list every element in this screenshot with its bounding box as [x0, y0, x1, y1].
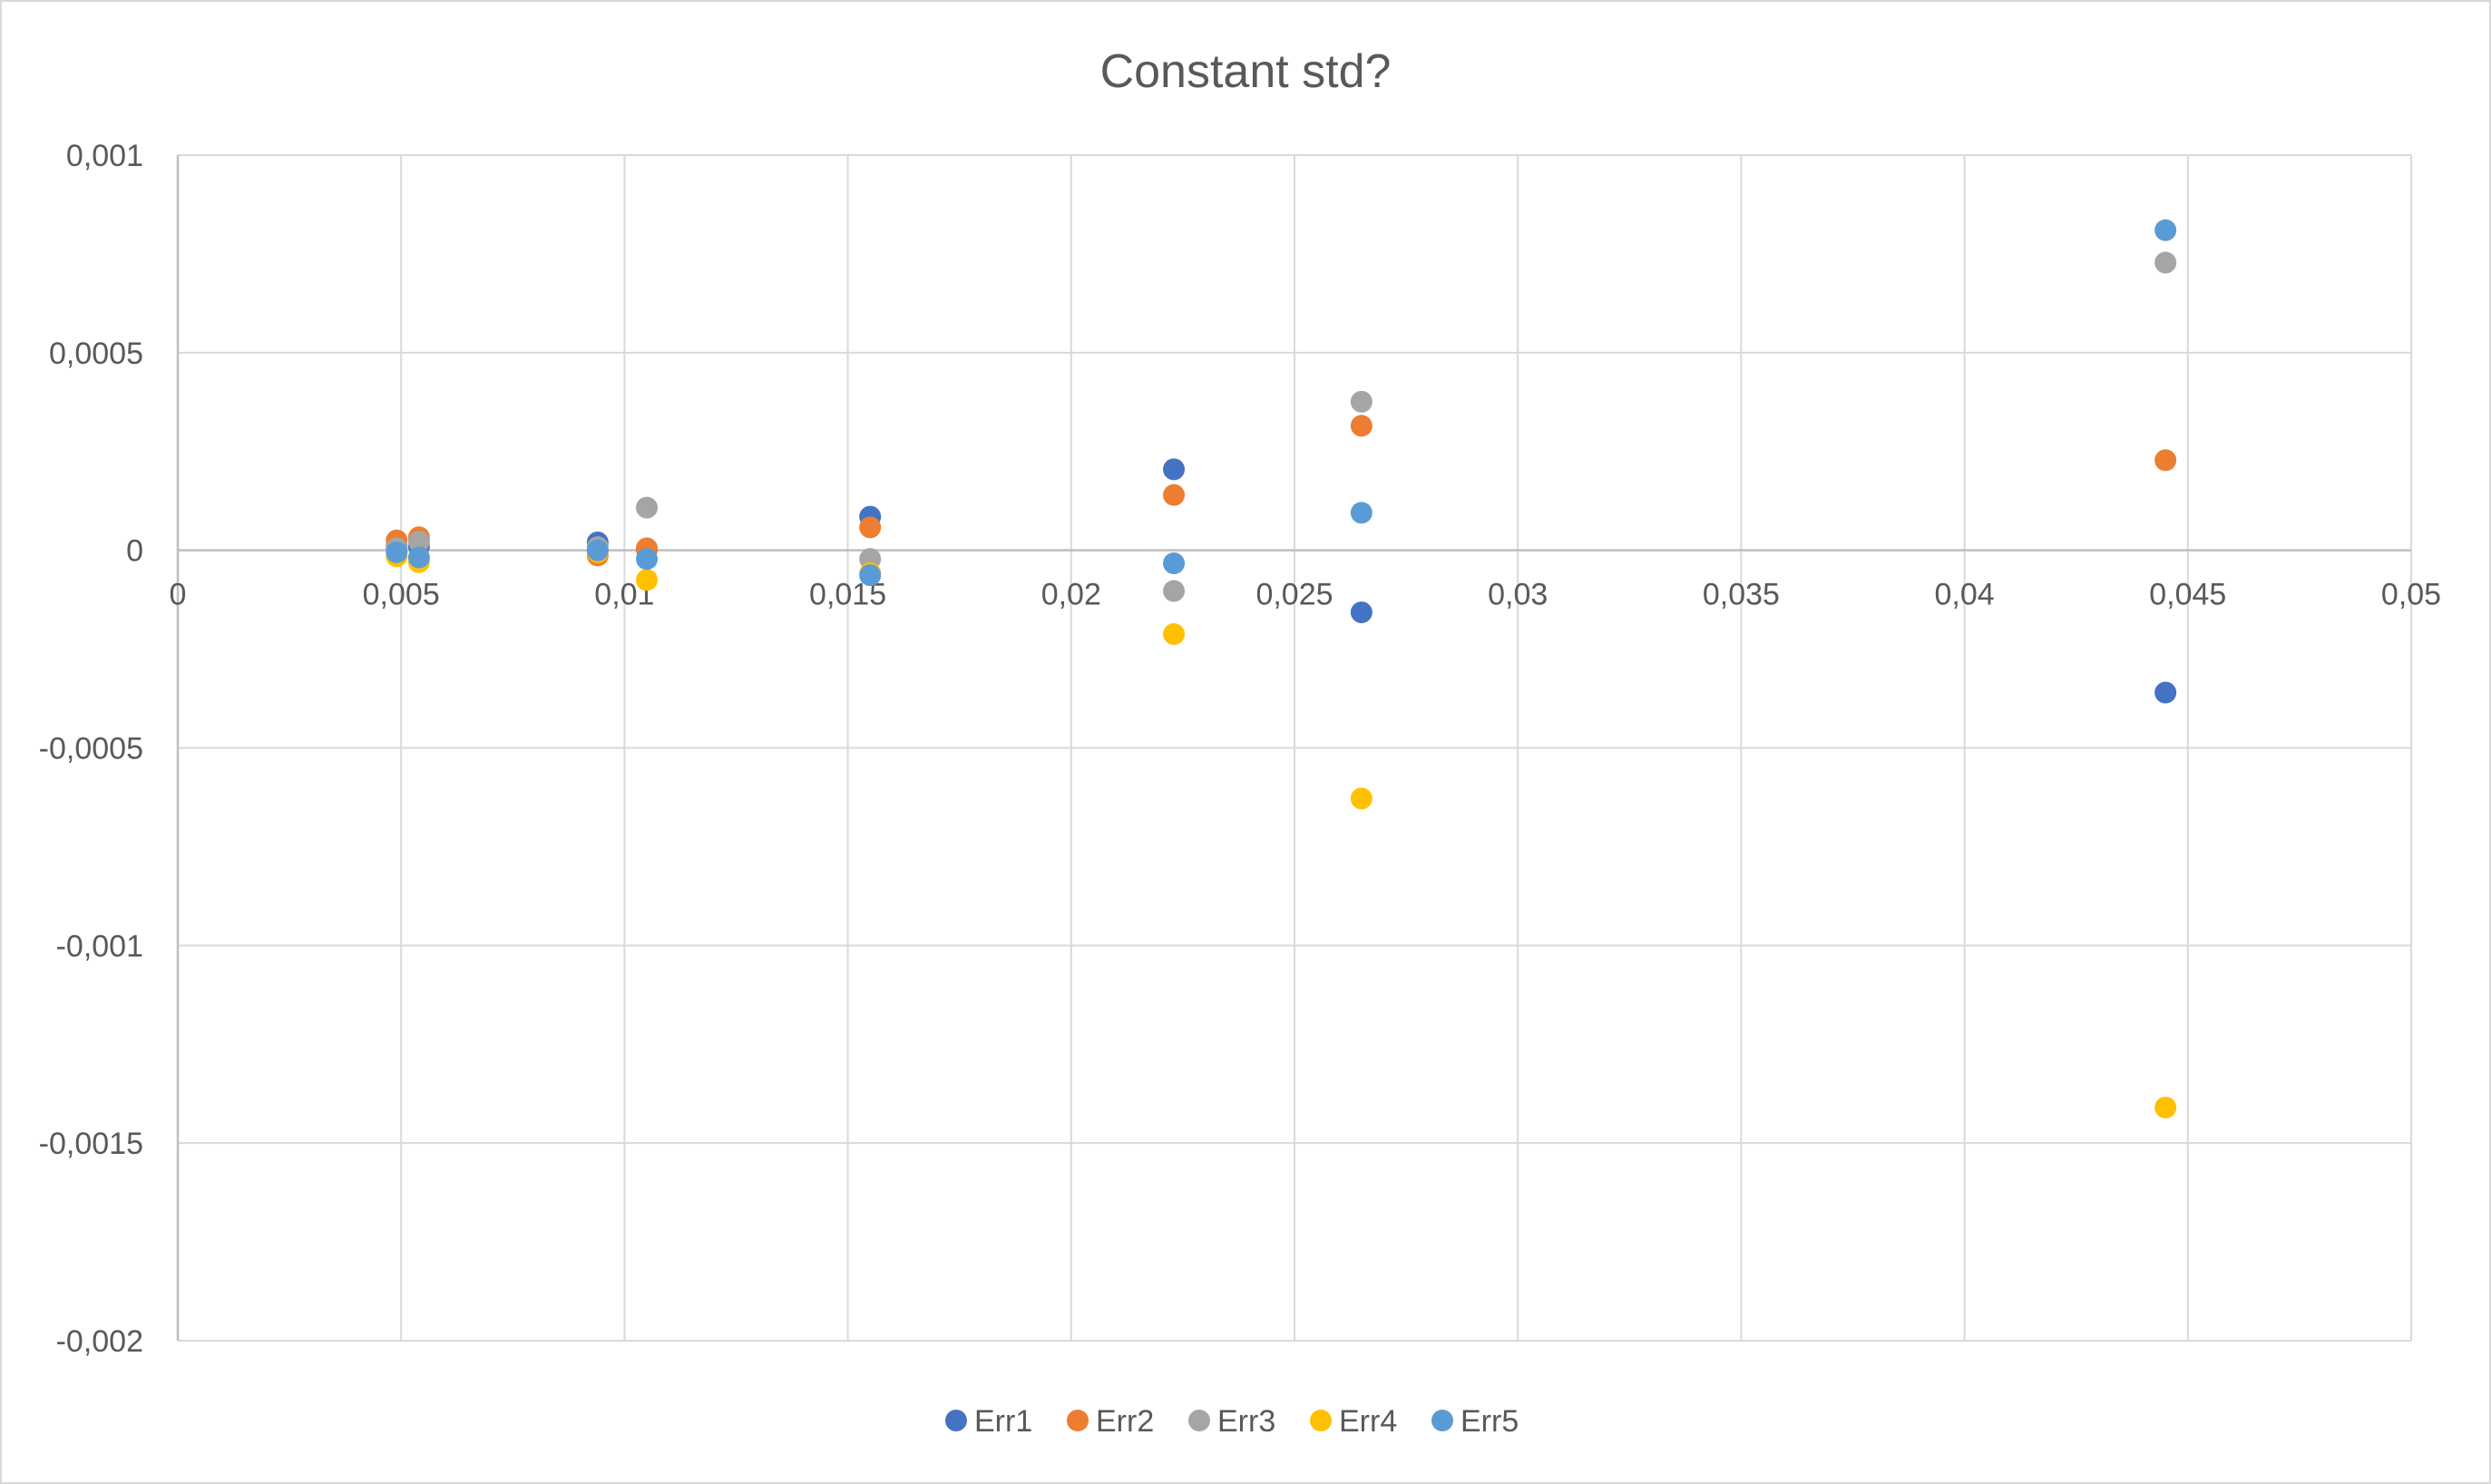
point-err1 — [1350, 601, 1372, 624]
y-tick-label: 0 — [126, 534, 143, 569]
legend-label: Err3 — [1217, 1404, 1275, 1439]
point-err4 — [1350, 787, 1372, 810]
point-err1 — [1163, 458, 1186, 481]
point-err4 — [2154, 1096, 2177, 1118]
point-err4 — [636, 569, 659, 591]
y-tick-label: 0,001 — [66, 139, 143, 173]
point-err2 — [1163, 483, 1186, 506]
data-points — [386, 219, 2177, 1118]
legend-label: Err1 — [974, 1404, 1032, 1439]
y-tick-label: -0,0005 — [39, 732, 143, 766]
x-tick-label: 0,04 — [1935, 578, 1995, 612]
point-err5 — [407, 546, 430, 569]
x-tick-label: 0,03 — [1488, 578, 1548, 612]
point-err5 — [1350, 502, 1372, 524]
point-err3 — [407, 531, 430, 553]
x-tick-label: 0,025 — [1255, 578, 1333, 612]
legend-marker — [1431, 1410, 1453, 1431]
x-tick-label: 0,005 — [363, 578, 440, 612]
point-err3 — [636, 496, 659, 519]
y-tick-label: -0,001 — [56, 929, 143, 963]
legend-marker — [1067, 1410, 1089, 1431]
x-tick-label: 0 — [170, 578, 187, 612]
point-err5 — [2154, 219, 2177, 241]
point-err3 — [2154, 251, 2177, 274]
x-tick-label: 0,02 — [1041, 578, 1101, 612]
y-tick-label: -0,002 — [56, 1324, 143, 1359]
point-err5 — [636, 548, 659, 571]
point-err5 — [859, 564, 882, 587]
legend-label: Err2 — [1096, 1404, 1154, 1439]
legend-label: Err5 — [1460, 1404, 1519, 1439]
legend-marker — [1188, 1410, 1210, 1431]
legend-label: Err4 — [1339, 1404, 1397, 1439]
x-tick-label: 0,045 — [2149, 578, 2226, 612]
legend-marker — [1310, 1410, 1332, 1431]
chart-title: Constant std? — [1100, 45, 1392, 98]
point-err5 — [586, 539, 609, 561]
point-err2 — [2154, 449, 2177, 472]
x-tick-label: 0,05 — [2381, 578, 2441, 612]
legend: Err1 Err2 Err3 Err4 Err5 — [945, 1404, 1519, 1439]
point-err2 — [859, 516, 882, 539]
point-err5 — [386, 541, 408, 563]
axes: 0 0,005 0,01 0,015 0,02 0,025 0,03 0,035 0,04 0,0… — [39, 139, 2441, 1359]
point-err3 — [1350, 390, 1372, 413]
point-err5 — [1163, 552, 1186, 575]
y-tick-label: -0,0015 — [39, 1127, 143, 1161]
point-err3 — [1163, 580, 1186, 602]
point-err4 — [1163, 623, 1186, 646]
gridlines — [177, 154, 2412, 1342]
y-tick-label: 0,0005 — [49, 337, 143, 371]
x-tick-label: 0,035 — [1703, 578, 1780, 612]
point-err1 — [2154, 681, 2177, 704]
legend-marker — [945, 1410, 967, 1431]
point-err2 — [1350, 415, 1372, 437]
